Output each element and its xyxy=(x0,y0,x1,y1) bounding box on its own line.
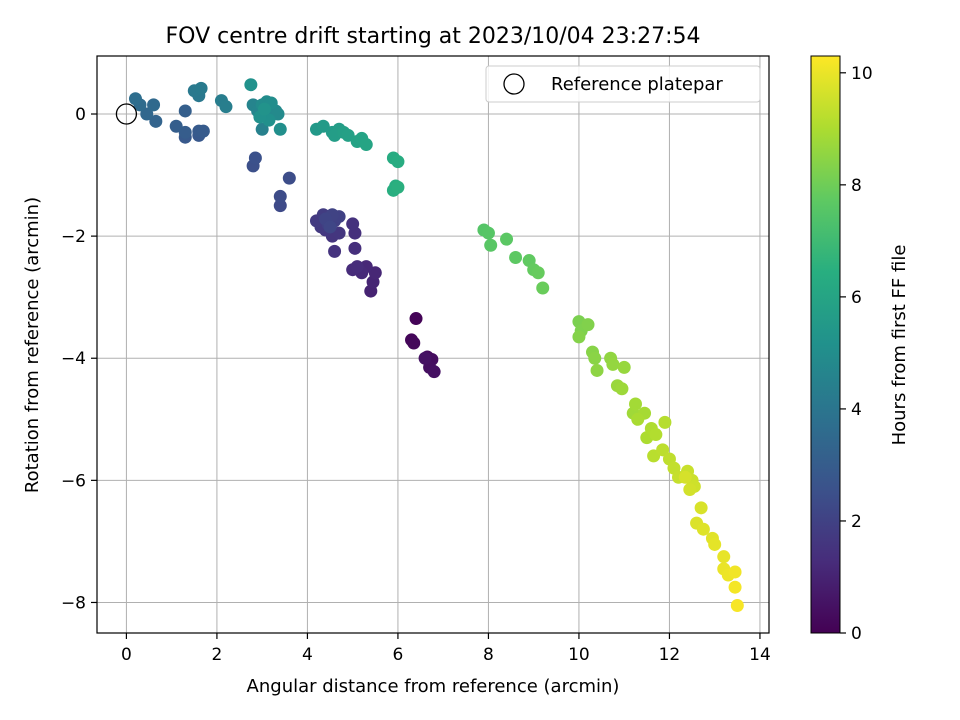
x-tick-label: 6 xyxy=(393,645,404,665)
y-axis-ticks: 0 −2 −4 −6 −8 xyxy=(61,105,97,613)
data-point xyxy=(717,550,731,564)
data-point xyxy=(481,226,495,240)
data-point xyxy=(427,365,441,379)
legend-entry-reference: Reference platepar xyxy=(551,74,723,95)
data-point xyxy=(323,220,337,234)
data-point xyxy=(581,318,595,332)
data-point xyxy=(678,470,692,484)
data-point xyxy=(273,199,287,213)
reference-platepar-marker xyxy=(115,103,138,125)
legend: Reference platepar xyxy=(485,65,761,103)
data-point xyxy=(708,537,722,551)
colorbar-tick-label: 10 xyxy=(851,64,873,84)
data-point xyxy=(696,522,710,536)
data-point xyxy=(606,357,620,371)
data-point xyxy=(328,244,342,258)
y-tick-label: −2 xyxy=(61,227,86,247)
y-tick-label: 0 xyxy=(75,105,86,125)
x-axis-label: Angular distance from reference (arcmin) xyxy=(247,676,620,697)
legend-reference-marker xyxy=(503,73,525,95)
colorbar-tick-label: 6 xyxy=(851,288,862,308)
data-point xyxy=(500,232,514,246)
x-tick-label: 4 xyxy=(302,645,313,665)
data-point xyxy=(149,114,163,128)
data-point xyxy=(219,100,233,114)
data-point xyxy=(255,122,269,136)
x-tick-label: 10 xyxy=(568,645,590,665)
colorbar-tick-label: 4 xyxy=(851,400,862,420)
data-point xyxy=(348,241,362,255)
data-point xyxy=(147,98,161,112)
data-point xyxy=(282,171,296,185)
x-tick-label: 2 xyxy=(212,645,223,665)
x-tick-label: 12 xyxy=(659,645,681,665)
data-point xyxy=(140,107,154,121)
data-point xyxy=(484,238,498,252)
data-point xyxy=(656,443,670,457)
data-point xyxy=(407,336,421,350)
data-point xyxy=(509,250,523,264)
data-point xyxy=(617,360,631,374)
data-point xyxy=(658,415,672,429)
data-point xyxy=(572,330,586,344)
data-point xyxy=(273,122,287,136)
data-point xyxy=(728,565,742,579)
y-tick-label: −6 xyxy=(61,471,86,491)
data-point xyxy=(730,599,744,613)
data-point xyxy=(346,217,360,231)
data-point xyxy=(359,138,373,152)
data-point xyxy=(409,312,423,326)
x-axis-ticks: 0 2 4 6 8 10 12 14 xyxy=(121,633,771,665)
plot-frame xyxy=(96,55,770,634)
data-point xyxy=(629,397,643,411)
chart-title: FOV centre drift starting at 2023/10/04 … xyxy=(166,24,701,49)
data-point xyxy=(391,180,405,194)
data-point xyxy=(350,260,364,274)
colorbar-ticks: 0 2 4 6 8 10 xyxy=(840,64,873,644)
data-point xyxy=(257,102,271,116)
grid-lines xyxy=(97,56,769,633)
y-tick-label: −4 xyxy=(61,349,86,369)
data-point xyxy=(244,78,258,92)
colorbar-tick-label: 2 xyxy=(851,512,862,532)
data-point xyxy=(683,483,697,497)
colorbar-label: Hours from first FF file xyxy=(889,245,910,446)
data-point xyxy=(418,351,432,365)
colorbar xyxy=(810,55,841,634)
data-point xyxy=(649,428,663,442)
data-point xyxy=(273,189,287,203)
data-point xyxy=(694,501,708,515)
data-point xyxy=(169,119,183,133)
data-point xyxy=(531,266,545,280)
data-point xyxy=(194,81,208,95)
legend-box xyxy=(485,65,761,103)
x-tick-label: 0 xyxy=(121,645,132,665)
x-tick-label: 8 xyxy=(483,645,494,665)
data-point xyxy=(196,124,210,138)
y-axis-label: Rotation from reference (arcmin) xyxy=(22,197,43,493)
data-point xyxy=(178,104,192,118)
colorbar-tick-label: 8 xyxy=(851,176,862,196)
data-point xyxy=(615,382,629,396)
data-points xyxy=(115,78,744,613)
y-tick-label: −8 xyxy=(61,593,86,613)
data-point xyxy=(536,281,550,295)
colorbar-tick-label: 0 xyxy=(851,624,862,644)
data-point xyxy=(391,155,405,169)
data-point xyxy=(248,151,262,165)
data-point xyxy=(128,92,142,106)
data-point xyxy=(728,580,742,594)
data-point xyxy=(631,412,645,426)
x-tick-label: 14 xyxy=(749,645,771,665)
data-point xyxy=(590,363,604,377)
data-point xyxy=(588,351,602,365)
